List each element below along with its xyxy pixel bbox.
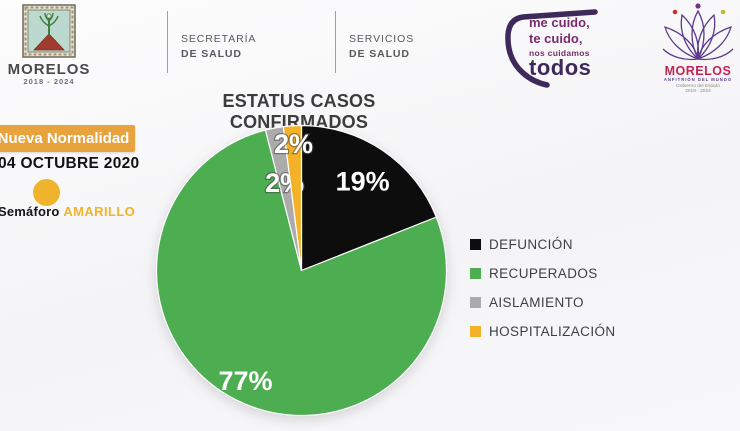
shield-icon xyxy=(505,9,598,88)
coat-of-arms-years: 2018 - 2024 xyxy=(23,77,75,86)
pie-slice-defunción xyxy=(300,124,438,272)
pie-data-label: 2% xyxy=(274,129,313,159)
morelos-coat-of-arms-icon xyxy=(22,4,76,58)
secretaria-line2: DE SALUD xyxy=(181,48,242,61)
servicios-salud-wordmark: SERVICIOS DE SALUD xyxy=(349,32,414,62)
header-divider xyxy=(167,11,168,73)
pie-slice-hospitalización xyxy=(282,124,303,271)
state-logo-line3: Gobierno del Estado xyxy=(676,83,720,89)
chart-title: ESTATUS CASOS CONFIRMADOS xyxy=(222,91,376,132)
pie-chart: 19%77%2%2% xyxy=(155,124,448,417)
servicios-line1: SERVICIOS xyxy=(349,33,415,45)
lotus-flower-icon xyxy=(662,9,734,61)
legend-swatch-icon xyxy=(470,268,481,279)
legend-label: DEFUNCIÓN xyxy=(489,237,573,252)
legend-swatch-icon xyxy=(470,239,481,250)
nueva-normalidad-banner: Nueva Normalidad xyxy=(0,125,135,152)
legend-label: RECUPERADOS xyxy=(489,266,598,281)
legend-item: DEFUNCIÓN xyxy=(470,237,616,252)
coat-of-arms-title: MORELOS xyxy=(7,61,91,78)
state-logo-title: MORELOS xyxy=(665,64,732,78)
state-logo-subtitle: ANFITRIÓN DEL MUNDO xyxy=(664,77,732,82)
banner-label: Nueva Normalidad xyxy=(0,130,130,147)
header-divider xyxy=(335,11,336,73)
semaforo-yellow-dot-icon xyxy=(33,179,60,206)
legend-label: AISLAMIENTO xyxy=(489,295,584,310)
cuido-slogan-line1: me cuido, xyxy=(529,15,590,30)
cuido-slogan-line4: todos xyxy=(529,55,592,80)
semaforo-label: Semáforo xyxy=(0,204,60,219)
legend-item: AISLAMIENTO xyxy=(470,295,616,310)
secretaria-line1: SECRETARÍA xyxy=(181,33,257,45)
secretaria-salud-wordmark: SECRETARÍA DE SALUD xyxy=(181,32,256,62)
legend-swatch-icon xyxy=(470,326,481,337)
semaforo-status: Semáforo AMARILLO xyxy=(0,204,135,219)
legend-item: RECUPERADOS xyxy=(470,266,616,281)
state-logo-line4: 2018 - 2024 xyxy=(685,88,711,93)
status-date: 04 OCTUBRE 2020 xyxy=(0,155,140,172)
semaforo-value: AMARILLO xyxy=(63,204,136,219)
cuido-slogan-line3: nos cuidamos xyxy=(529,48,590,58)
chart-legend: DEFUNCIÓN RECUPERADOS AISLAMIENTO HOSPITALI… xyxy=(470,237,616,339)
cuido-slogan-line2: te cuido, xyxy=(529,31,583,46)
legend-item: HOSPITALIZACIÓN xyxy=(470,324,616,339)
pie-slice-recuperados xyxy=(155,129,448,417)
pie-data-label: 19% xyxy=(336,166,390,196)
legend-swatch-icon xyxy=(470,297,481,308)
legend-label: HOSPITALIZACIÓN xyxy=(489,324,616,339)
morelos-state-logo: MORELOS ANFITRIÓN DEL MUNDO Gobierno del… xyxy=(662,3,734,93)
me-cuido-logo: me cuido, te cuido, nos cuidamos todos xyxy=(497,5,609,89)
servicios-line2: DE SALUD xyxy=(349,48,410,61)
pie-data-label: 77% xyxy=(219,366,273,396)
